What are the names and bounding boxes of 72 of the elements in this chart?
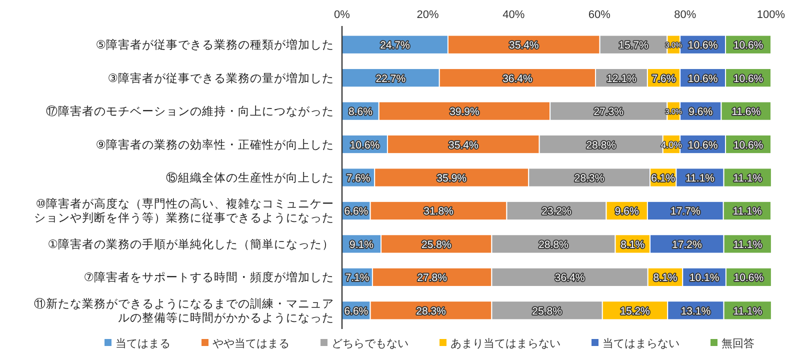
data-label: 36.4% (502, 72, 532, 85)
data-label: 24.7% (380, 40, 410, 52)
data-label: 28.3% (574, 172, 604, 184)
y-tick-label: ⑦障害者をサポートする時間・頻度が増加した (84, 270, 334, 284)
data-label: 10.6% (733, 139, 764, 152)
data-label: 10.6% (688, 40, 718, 52)
data-label: 10.6% (733, 72, 764, 85)
data-label: 12.1% (606, 72, 636, 85)
x-tick-label: 40% (502, 9, 525, 21)
data-label: 10.6% (733, 40, 764, 52)
data-label: 28.8% (538, 238, 568, 251)
data-label: 39.9% (450, 106, 480, 118)
data-label: 17.2% (672, 238, 702, 251)
data-label: 10.1% (689, 272, 720, 284)
data-label: 13.1% (680, 305, 711, 318)
data-label: 10.6% (734, 272, 764, 284)
data-label: 28.8% (586, 139, 616, 152)
data-label: 17.7% (670, 206, 700, 218)
data-label: 7.1% (345, 272, 370, 284)
data-label: 7.6% (346, 172, 370, 184)
y-tick-label: ⑩障害者が高度な（専門性の高い、複雑なコミュニケーションや判断を伴う等）業務に従事できるようになった (34, 196, 334, 225)
y-tick-label: ③障害者が従事できる業務の量が増加した (108, 70, 334, 85)
y-tick-label: ①障害者の業務の手順が単純化した（簡単になった） (48, 236, 334, 251)
data-label: 11.1% (733, 238, 762, 251)
data-label: 8.1% (620, 238, 645, 251)
data-label: 8.1% (653, 272, 678, 284)
data-label: 27.8% (417, 272, 447, 284)
data-label: 10.6% (688, 72, 718, 85)
data-label: 35.9% (436, 172, 466, 184)
legend-label: 当てはまらない (602, 338, 680, 350)
data-label: 11.6% (732, 106, 761, 118)
legend-label: 無回答 (722, 338, 754, 350)
data-label: 31.8% (424, 206, 454, 218)
data-label: 11.1% (686, 172, 714, 184)
data-label: 25.8% (532, 305, 562, 318)
x-tick-label: 100% (756, 9, 786, 21)
data-label: 7.6% (652, 72, 676, 85)
legend-label: あまり当てはまらない (450, 338, 560, 350)
data-label: 11.1% (733, 305, 762, 318)
data-label: 25.8% (421, 238, 452, 251)
data-label: 6.1% (651, 172, 676, 184)
x-tick-label: 0% (334, 9, 350, 21)
legend-label: どちらでもない (332, 338, 408, 350)
data-label: 11.1% (733, 172, 762, 184)
y-tick-label: ⑪新たな業務ができるようになるまでの訓練・マニュアルの整備等に時間がかかるようになった (34, 296, 334, 324)
data-label: 35.4% (509, 40, 539, 52)
x-tick-label: 80% (674, 9, 696, 21)
data-label: 9.6% (688, 106, 713, 118)
data-label: 22.7% (376, 72, 406, 85)
legend-label: やや当てはまる (212, 338, 290, 350)
data-label: 6.6% (344, 206, 368, 218)
y-tick-label: ⑮組織全体の生産性が向上した (166, 170, 334, 184)
data-label: 10.6% (688, 139, 718, 152)
y-tick-label: ⑤障害者が従事できる業務の種類が増加した (96, 38, 334, 52)
data-label: 23.2% (542, 206, 572, 218)
x-tick-label: 20% (416, 9, 440, 21)
y-tick-label: ⑰障害者のモチベーションの維持・向上につながった (46, 104, 334, 118)
data-label: 8.6% (348, 106, 372, 118)
data-label: 35.4% (448, 139, 478, 152)
data-label: 28.3% (416, 305, 446, 318)
data-label: 15.7% (618, 40, 648, 52)
data-label: 9.6% (614, 206, 639, 218)
data-label: 10.6% (350, 139, 380, 152)
data-label: 11.1% (732, 206, 762, 218)
data-label: 6.6% (344, 305, 368, 318)
data-label: 15.2% (620, 305, 650, 318)
legend-label: 当てはまる (116, 338, 170, 350)
data-label: 36.4% (554, 272, 585, 284)
data-label: 9.1% (350, 238, 374, 251)
x-tick-label: 60% (588, 9, 611, 21)
y-tick-label: ⑨障害者の業務の効率性・正確性が向上した (96, 137, 334, 152)
data-label: 27.3% (594, 106, 624, 118)
